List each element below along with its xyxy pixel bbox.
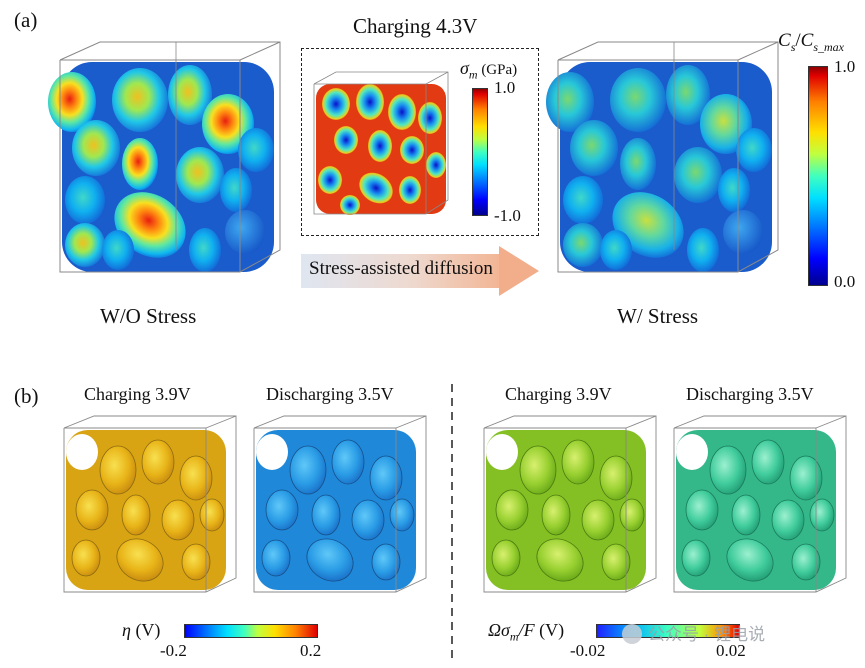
title-eta-charging: Charging 3.9V [84,384,191,404]
eta-colorbar-label: η (V) [122,620,161,640]
cube-omega-charging [483,415,657,593]
cube-omega-discharging [673,415,847,593]
omega-colorbar-min: -0.02 [570,641,606,660]
title-omega-charging: Charging 3.9V [505,384,612,404]
panel-b-tag: (b) [14,384,39,408]
inset-colorbar-max: 1.0 [494,78,516,97]
cube-w-stress [546,41,779,273]
watermark: 公众号 · 锂电说 [622,620,765,645]
cube-eta-discharging [253,415,427,593]
eta-colorbar-max: 0.2 [300,641,322,660]
label-wo-stress: W/O Stress [100,304,197,328]
panel-a-tag: (a) [14,8,38,32]
inset-frame [301,48,539,236]
eta-colorbar-min: -0.2 [160,641,187,660]
title-eta-discharging: Discharging 3.5V [266,384,394,404]
main-colorbar-min: 0.0 [834,272,856,291]
cube-eta-charging [63,415,237,593]
omega-colorbar-label: Ωσm/F (V) [488,620,565,644]
wechat-icon [622,624,642,644]
inset-colorbar-min: -1.0 [494,206,521,225]
eta-colorbar [184,624,318,638]
label-w-stress: W/ Stress [617,304,699,328]
inset-colorbar-label: σm (GPa) [460,58,518,82]
arrow-text: Stress-assisted diffusion [309,258,493,279]
diffusion-arrow: Stress-assisted diffusion [301,246,541,296]
main-colorbar-max: 1.0 [834,57,856,76]
cube-stress-inset [313,71,449,215]
omega-colorbar-max: 0.02 [716,641,746,660]
cube-wo-stress [48,41,281,273]
inset-colorbar [472,88,488,216]
panel-a-title: Charging 4.3V [353,14,478,38]
main-colorbar-label: Cs/Cs_max [778,30,844,54]
title-omega-discharging: Discharging 3.5V [686,384,814,404]
main-colorbar [808,66,828,286]
